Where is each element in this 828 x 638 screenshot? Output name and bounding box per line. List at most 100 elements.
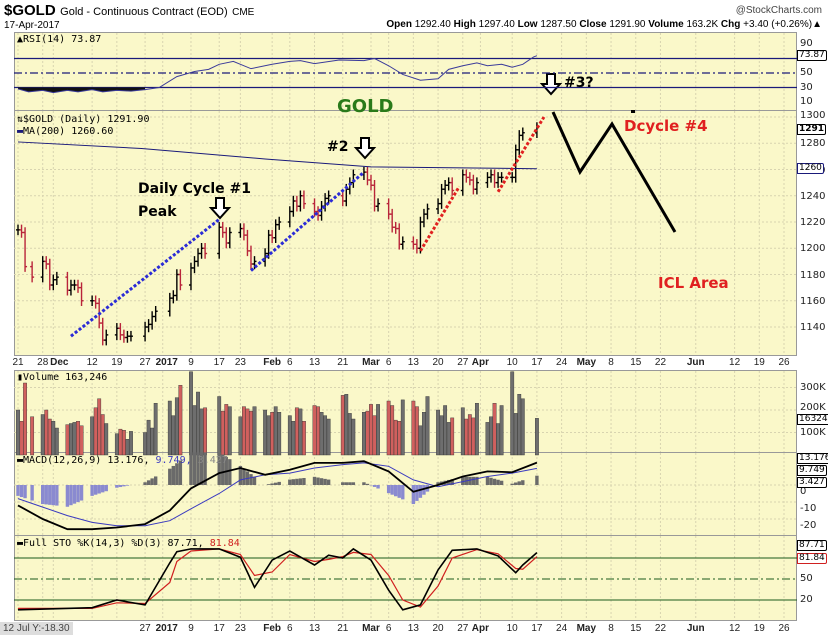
volume-bar [245, 408, 250, 456]
exchange: CME [232, 7, 255, 18]
macd-histogram-bar [461, 476, 465, 485]
ma200-line [17, 141, 537, 170]
macd-histogram-bar [168, 468, 172, 485]
macd-histogram-bar [252, 476, 257, 485]
macd-histogram-bar [143, 482, 147, 485]
volume-bar [460, 407, 465, 456]
price-bar [76, 279, 81, 293]
peak-annotation: Peak [138, 204, 177, 220]
macd-histogram-bar [288, 479, 292, 485]
price-bar [450, 177, 455, 196]
x-axis-label-bottom: May [576, 623, 597, 634]
macd-histogram-bar [323, 478, 327, 485]
x-axis-label: 27 [139, 357, 151, 368]
volume-bar [44, 409, 49, 456]
macd-histogram-bar [175, 463, 179, 485]
macd-tag: 9.749 [797, 465, 827, 476]
x-axis-label: Mar [362, 357, 380, 368]
x-axis-label: 9 [188, 357, 194, 368]
last-price-tag: 1291 [797, 124, 827, 135]
x-axis-label-bottom: 23 [234, 623, 246, 634]
volume-bar [443, 405, 448, 456]
rsi-legend: ▲RSI(14) 73.87 [17, 34, 102, 45]
x-axis-label-bottom: 17 [213, 623, 225, 634]
volume-label: Volume [648, 19, 684, 30]
volume-bar [16, 409, 20, 456]
macd-histogram-bar [221, 454, 225, 485]
macd-histogram-bar [23, 485, 27, 499]
macd-histogram-bar [475, 476, 479, 485]
macd-histogram-bar [51, 485, 55, 506]
macd-histogram-bar [101, 485, 105, 493]
x-axis-label: 12 [86, 357, 98, 368]
x-axis-label: 28 [37, 357, 49, 368]
volume-title: Volume 163,246 [23, 372, 108, 383]
volume-bar [397, 421, 402, 456]
macd-histogram-bar [422, 485, 426, 495]
volume-bar [114, 433, 119, 456]
price-bar [220, 222, 225, 238]
volume-bar [291, 421, 296, 456]
low-value: 1287.50 [540, 19, 577, 30]
macd-histogram-bar [510, 483, 514, 485]
low-label: Low [517, 19, 538, 30]
macd-histogram-bar [44, 485, 48, 505]
price-bar [520, 127, 525, 141]
x-axis-label: 26 [778, 357, 790, 368]
price-bar [277, 216, 282, 230]
volume-bar [287, 415, 292, 456]
price-bar [436, 198, 441, 215]
rsi-line [17, 55, 538, 94]
x-axis-label-bottom: 13 [308, 623, 321, 634]
volume-bar [174, 397, 179, 456]
sto-d-value: 81.84 [209, 538, 240, 549]
volume-bar [23, 382, 27, 456]
volume-bar [238, 416, 243, 456]
macd-histogram-bar [104, 485, 108, 492]
macd-histogram-bar [492, 478, 497, 485]
volume-bar [376, 404, 380, 456]
volume-value: 163.2K [686, 19, 719, 30]
macd-tag: 13.176 [797, 453, 828, 464]
instrument-name: Gold - Continuous Contract (EOD) [60, 6, 228, 18]
macd-histogram-bar [199, 452, 204, 485]
x-axis-label: Feb [263, 357, 282, 368]
price-bar [196, 248, 201, 267]
price-bar [93, 295, 98, 309]
price-bar [439, 183, 444, 209]
macd-legend: ▬MACD(12,26,9) 13.176, 9.749, 3.427 [17, 455, 228, 466]
macd-histogram-bar [351, 482, 356, 485]
macd-histogram-bar [41, 485, 45, 505]
x-axis-label: 8 [608, 357, 614, 368]
price-bar [114, 323, 119, 341]
price-bar [393, 222, 398, 234]
trend-line [70, 218, 221, 338]
macd-histogram-bar [19, 485, 24, 498]
volume-bar [146, 419, 151, 456]
down-arrow-icon [353, 137, 377, 160]
sto-tag: 81.84 [797, 553, 827, 564]
cycle-2-annotation: #2 [327, 139, 349, 155]
price-panel [14, 110, 797, 356]
macd-histogram-bar [196, 452, 200, 485]
volume-bar [192, 405, 197, 456]
macd-histogram-bar [273, 482, 278, 485]
sto-panel [14, 535, 797, 621]
price-bar [376, 198, 381, 212]
macd-histogram-bar [125, 485, 130, 486]
volume-bar [510, 371, 515, 456]
rsi-axis-label: 30 [800, 81, 813, 93]
x-axis-label-bottom: 13 [407, 623, 419, 634]
price-bar [499, 172, 504, 183]
macd-histogram-bar [386, 485, 391, 494]
volume-bar [467, 414, 472, 456]
macd-histogram-bar [16, 485, 20, 496]
x-axis-label-bottom: 8 [608, 623, 614, 634]
price-axis-label: 1160 [800, 295, 826, 307]
volume-bar [446, 422, 451, 456]
x-axis-label: 21 [12, 357, 24, 368]
volume-axis-label: 300K [800, 381, 826, 393]
ma-legend: ▬MA(200) 1260.60 [17, 126, 114, 137]
macd-histogram-bar [90, 485, 94, 496]
